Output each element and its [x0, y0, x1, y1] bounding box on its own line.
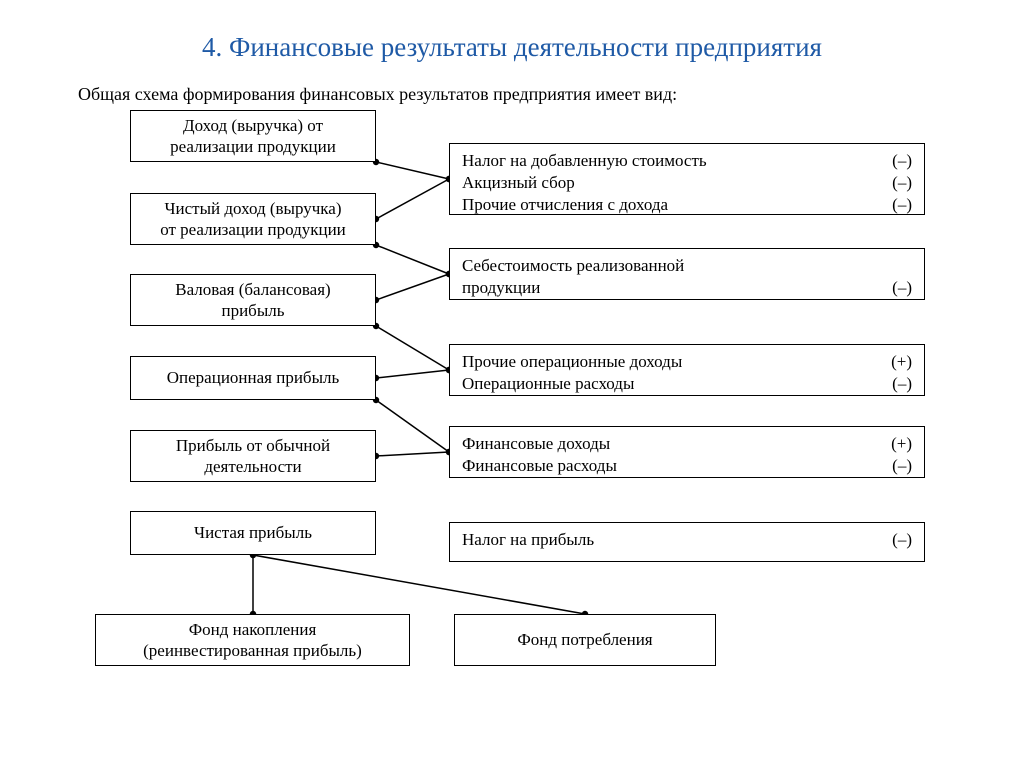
flow-box-l5: Чистая прибыль	[130, 511, 376, 555]
detail-row-label: Прочие операционные доходы	[462, 351, 875, 373]
detail-row-label: продукции	[462, 277, 876, 299]
detail-box-r4: Налог на прибыль(–)	[449, 522, 925, 562]
detail-row-sign: (–)	[876, 455, 912, 477]
detail-row-label: Налог на добавленную стоимость	[462, 150, 876, 172]
connector-line	[376, 400, 449, 452]
detail-row-sign: (+)	[875, 433, 912, 455]
connector-line	[376, 245, 449, 274]
flow-box-label: Прибыль от обычной деятельности	[176, 435, 330, 478]
detail-row: Прочие операционные доходы(+)	[462, 351, 912, 373]
connector-line	[253, 555, 585, 614]
connector-line	[376, 370, 449, 378]
detail-box-r1: Себестоимость реализованнойпродукции(–)	[449, 248, 925, 300]
detail-row-sign: (–)	[876, 194, 912, 216]
detail-box-r0: Налог на добавленную стоимость(–)Акцизны…	[449, 143, 925, 215]
connector-line	[376, 452, 449, 456]
flow-box-label: Доход (выручка) от реализации продукции	[170, 115, 336, 158]
detail-row: Финансовые доходы(+)	[462, 433, 912, 455]
flow-box-l0: Доход (выручка) от реализации продукции	[130, 110, 376, 162]
detail-row: Налог на прибыль(–)	[462, 529, 912, 551]
flow-box-l3: Операционная прибыль	[130, 356, 376, 400]
detail-row-sign: (–)	[876, 277, 912, 299]
page-title: 4. Финансовые результаты деятельности пр…	[0, 32, 1024, 63]
detail-row: Акцизный сбор(–)	[462, 172, 912, 194]
detail-row-label: Финансовые доходы	[462, 433, 875, 455]
detail-row: продукции(–)	[462, 277, 912, 299]
detail-row-label: Акцизный сбор	[462, 172, 876, 194]
detail-row-label: Операционные расходы	[462, 373, 876, 395]
detail-row: Финансовые расходы(–)	[462, 455, 912, 477]
page: 4. Финансовые результаты деятельности пр…	[0, 0, 1024, 768]
detail-row-sign: (+)	[875, 351, 912, 373]
flow-box-l2: Валовая (балансовая) прибыль	[130, 274, 376, 326]
flow-box-b0: Фонд накопления (реинвестированная прибы…	[95, 614, 410, 666]
flow-box-label: Фонд потребления	[517, 629, 652, 650]
detail-row: Себестоимость реализованной	[462, 255, 912, 277]
detail-box-r3: Финансовые доходы(+)Финансовые расходы(–…	[449, 426, 925, 478]
connector-line	[376, 162, 449, 179]
detail-row-sign: (–)	[876, 150, 912, 172]
detail-box-r2: Прочие операционные доходы(+)Операционны…	[449, 344, 925, 396]
connector-line	[376, 326, 449, 370]
flow-box-label: Валовая (балансовая) прибыль	[175, 279, 330, 322]
page-subtitle: Общая схема формирования финансовых резу…	[78, 84, 677, 105]
flow-box-label: Фонд накопления (реинвестированная прибы…	[143, 619, 362, 662]
detail-row: Операционные расходы(–)	[462, 373, 912, 395]
connector-line	[376, 179, 449, 219]
detail-row-label: Прочие отчисления с дохода	[462, 194, 876, 216]
flow-box-label: Чистая прибыль	[194, 522, 312, 543]
detail-row: Прочие отчисления с дохода(–)	[462, 194, 912, 216]
flow-box-label: Операционная прибыль	[167, 367, 339, 388]
flow-box-l4: Прибыль от обычной деятельности	[130, 430, 376, 482]
flow-box-l1: Чистый доход (выручка) от реализации про…	[130, 193, 376, 245]
detail-row-label: Финансовые расходы	[462, 455, 876, 477]
flow-box-label: Чистый доход (выручка) от реализации про…	[160, 198, 346, 241]
detail-row-label: Себестоимость реализованной	[462, 255, 896, 277]
detail-row-sign: (–)	[876, 529, 912, 551]
connector-line	[376, 274, 449, 300]
detail-row: Налог на добавленную стоимость(–)	[462, 150, 912, 172]
detail-row-sign: (–)	[876, 373, 912, 395]
detail-row-sign: (–)	[876, 172, 912, 194]
detail-row-sign	[896, 255, 912, 277]
detail-row-label: Налог на прибыль	[462, 529, 876, 551]
flow-box-b1: Фонд потребления	[454, 614, 716, 666]
